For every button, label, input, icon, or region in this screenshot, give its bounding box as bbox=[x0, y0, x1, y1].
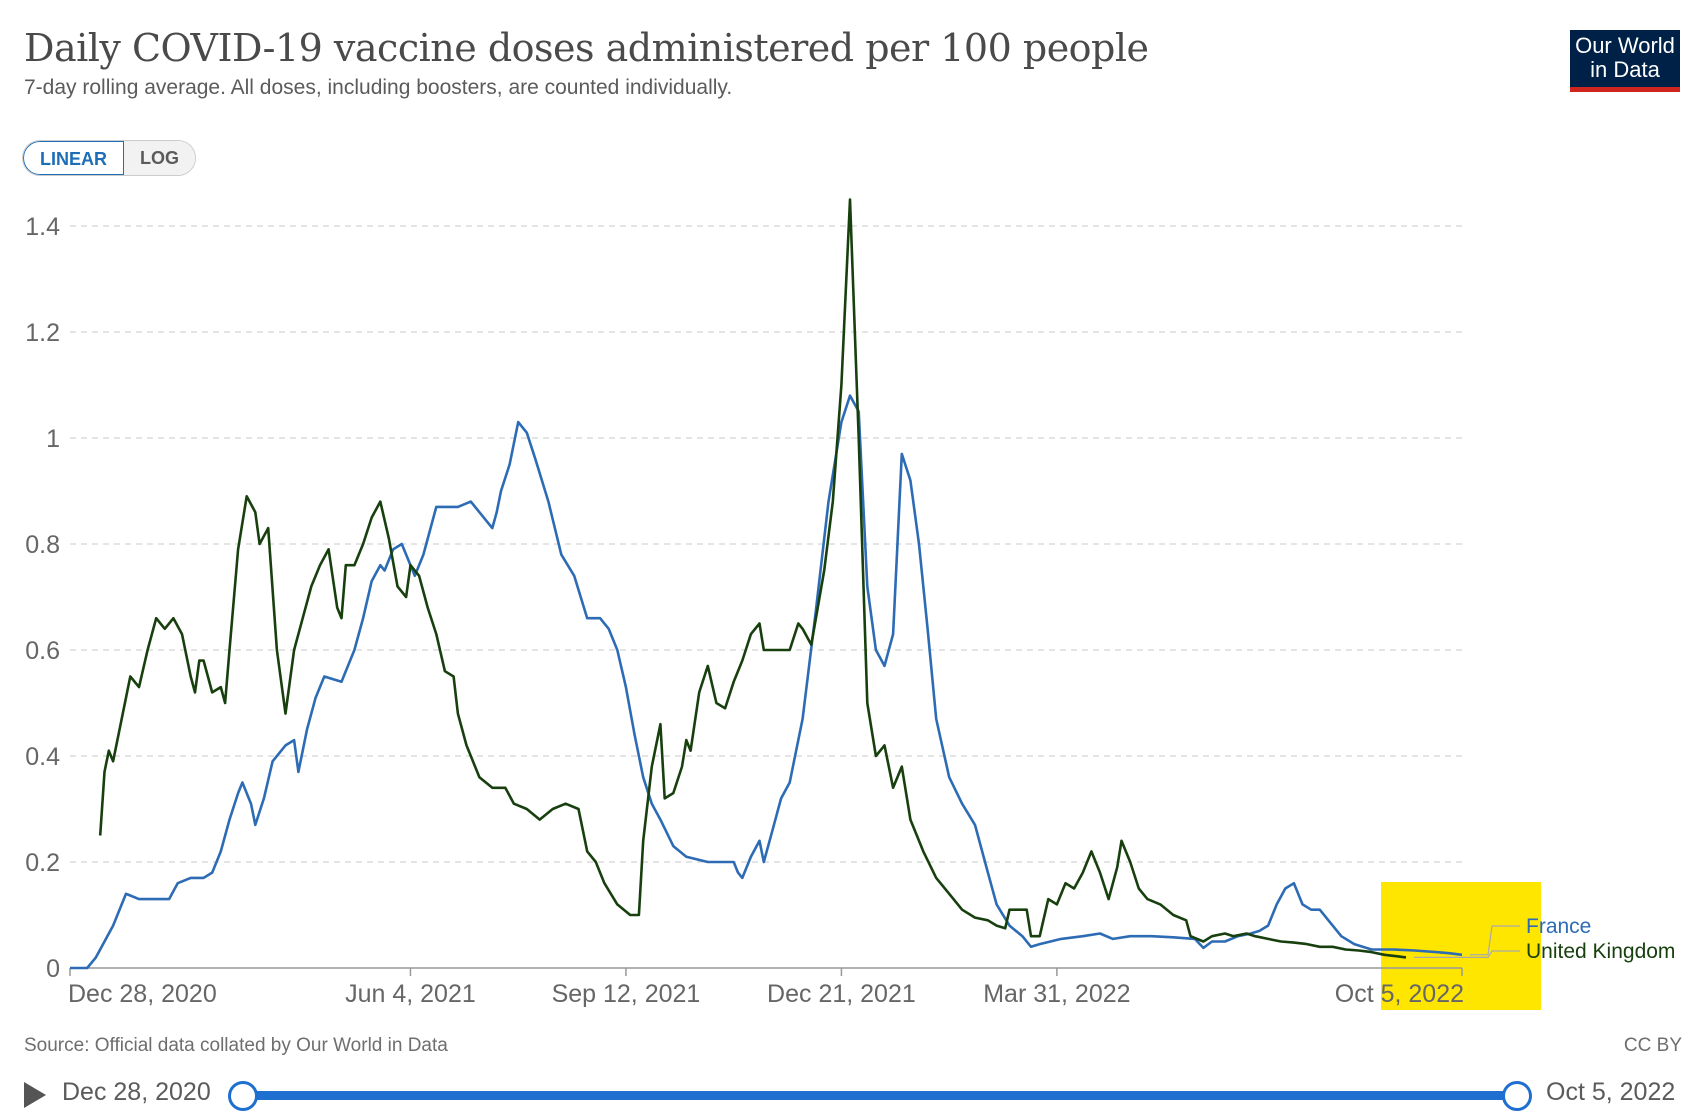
y-tick-label: 0.4 bbox=[25, 743, 60, 771]
y-tick-label: 0.6 bbox=[25, 637, 60, 665]
logo-line-2: in Data bbox=[1590, 57, 1660, 82]
linear-scale-button[interactable]: LINEAR bbox=[23, 141, 124, 175]
series-label: France bbox=[1526, 915, 1591, 938]
x-tick-label: Dec 21, 2021 bbox=[767, 980, 916, 1008]
series-line-united-kingdom bbox=[98, 198, 1407, 959]
timeline-end-handle[interactable] bbox=[1502, 1081, 1532, 1111]
timeline-slider: Dec 28, 2020 Oct 5, 2022 bbox=[0, 1070, 1704, 1118]
timeline-start-label: Dec 28, 2020 bbox=[62, 1078, 211, 1106]
timeline-track[interactable] bbox=[240, 1091, 1516, 1100]
highlight-box bbox=[1381, 882, 1541, 1010]
owid-logo[interactable]: Our World in Data bbox=[1570, 30, 1680, 92]
x-tick-label: Oct 5, 2022 bbox=[1335, 980, 1464, 1008]
timeline-start-handle[interactable] bbox=[228, 1081, 258, 1111]
x-tick-label: Jun 4, 2021 bbox=[345, 980, 476, 1008]
x-tick-label: Mar 31, 2022 bbox=[983, 980, 1130, 1008]
series-line-france bbox=[70, 394, 1463, 970]
y-tick-label: 1.4 bbox=[25, 213, 60, 241]
y-tick-label: 0.2 bbox=[25, 849, 60, 877]
source-note: Source: Official data collated by Our Wo… bbox=[24, 1035, 448, 1056]
x-tick-label: Dec 28, 2020 bbox=[68, 980, 217, 1008]
chart-subtitle: 7-day rolling average. All doses, includ… bbox=[24, 76, 733, 99]
legend-leader-line bbox=[1470, 925, 1520, 956]
chart-title: Daily COVID-19 vaccine doses administere… bbox=[24, 26, 1149, 70]
timeline-end-label: Oct 5, 2022 bbox=[1546, 1078, 1676, 1106]
series-label: United Kingdom bbox=[1526, 940, 1675, 963]
play-icon[interactable] bbox=[24, 1082, 46, 1108]
scale-toggle: LINEAR LOG bbox=[22, 140, 196, 176]
log-scale-button[interactable]: LOG bbox=[124, 141, 195, 175]
y-tick-label: 1 bbox=[46, 425, 60, 453]
line-chart: 0 0.2 0.4 0.6 0.8 1 1.2 1.4 Dec 28, 2020 Jun 4, 2… bbox=[25, 198, 1675, 1010]
y-tick-label: 1.2 bbox=[25, 319, 60, 347]
y-tick-label: 0.8 bbox=[25, 531, 60, 559]
y-tick-label: 0 bbox=[46, 955, 60, 983]
x-tick-label: Sep 12, 2021 bbox=[552, 980, 701, 1008]
legend-leader-line bbox=[1413, 950, 1520, 959]
license-link[interactable]: CC BY bbox=[1623, 1035, 1682, 1056]
logo-line-1: Our World bbox=[1575, 33, 1675, 58]
